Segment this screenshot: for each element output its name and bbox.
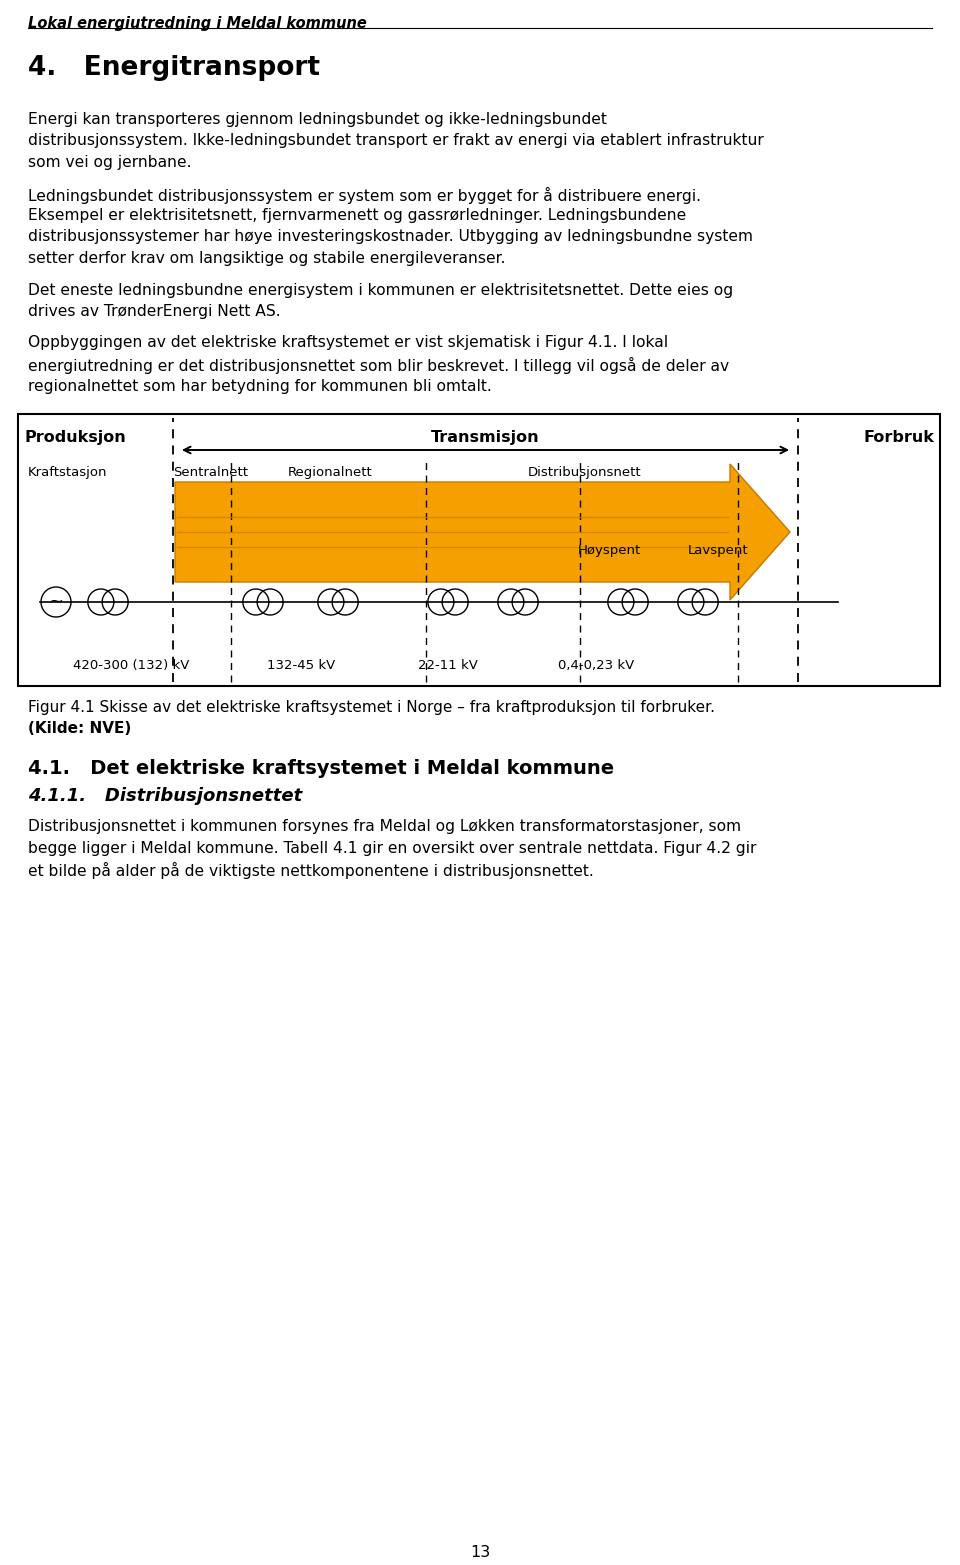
Text: som vei og jernbane.: som vei og jernbane. <box>28 155 191 171</box>
Text: Forbruk: Forbruk <box>863 430 934 444</box>
Text: Figur 4.1 Skisse av det elektriske kraftsystemet i Norge – fra kraftproduksjon t: Figur 4.1 Skisse av det elektriske kraft… <box>28 700 715 715</box>
Text: 22-11 kV: 22-11 kV <box>418 659 478 671</box>
Text: Transmisjon: Transmisjon <box>431 430 540 444</box>
Text: Sentralnett: Sentralnett <box>173 466 248 479</box>
Text: et bilde på alder på de viktigste nettkomponentene i distribusjonsnettet.: et bilde på alder på de viktigste nettko… <box>28 862 593 880</box>
Bar <box>18 415 940 685</box>
Text: Eksempel er elektrisitetsnett, fjernvarmenett og gassrørledninger. Ledningsbunde: Eksempel er elektrisitetsnett, fjernvarm… <box>28 208 686 222</box>
Text: 4.   Energitransport: 4. Energitransport <box>28 55 320 81</box>
Text: energiutredning er det distribusjonsnettet som blir beskrevet. I tillegg vil ogs: energiutredning er det distribusjonsnett… <box>28 357 730 374</box>
Text: 132-45 kV: 132-45 kV <box>267 659 335 671</box>
Text: ~: ~ <box>49 593 63 610</box>
Text: Lokal energiutredning i Meldal kommune: Lokal energiutredning i Meldal kommune <box>28 16 367 31</box>
Text: Regionalnett: Regionalnett <box>288 466 372 479</box>
Text: Oppbyggingen av det elektriske kraftsystemet er vist skjematisk i Figur 4.1. I l: Oppbyggingen av det elektriske kraftsyst… <box>28 335 668 351</box>
Text: 4.1.1.   Distribusjonsnettet: 4.1.1. Distribusjonsnettet <box>28 787 302 804</box>
Text: Energi kan transporteres gjennom ledningsbundet og ikke-ledningsbundet: Energi kan transporteres gjennom ledning… <box>28 113 607 127</box>
Text: (Kilde: NVE): (Kilde: NVE) <box>28 721 132 736</box>
Text: setter derfor krav om langsiktige og stabile energileveranser.: setter derfor krav om langsiktige og sta… <box>28 250 506 266</box>
Text: distribusjonssystemer har høye investeringskostnader. Utbygging av ledningsbundn: distribusjonssystemer har høye investeri… <box>28 230 753 244</box>
Text: Høyspent: Høyspent <box>578 545 641 557</box>
Text: begge ligger i Meldal kommune. Tabell 4.1 gir en oversikt over sentrale nettdata: begge ligger i Meldal kommune. Tabell 4.… <box>28 840 756 856</box>
Text: 0,4-0,23 kV: 0,4-0,23 kV <box>558 659 635 671</box>
Text: Kraftstasjon: Kraftstasjon <box>28 466 108 479</box>
Text: 420-300 (132) kV: 420-300 (132) kV <box>73 659 189 671</box>
Text: distribusjonssystem. Ikke-ledningsbundet transport er frakt av energi via etable: distribusjonssystem. Ikke-ledningsbundet… <box>28 133 764 149</box>
Text: Lavspent: Lavspent <box>688 545 749 557</box>
Text: Distribusjonsnettet i kommunen forsynes fra Meldal og Løkken transformatorstasjo: Distribusjonsnettet i kommunen forsynes … <box>28 818 741 834</box>
Text: 13: 13 <box>469 1545 491 1560</box>
Text: drives av TrønderEnergi Nett AS.: drives av TrønderEnergi Nett AS. <box>28 304 280 319</box>
Text: 4.1.   Det elektriske kraftsystemet i Meldal kommune: 4.1. Det elektriske kraftsystemet i Meld… <box>28 759 614 778</box>
Polygon shape <box>175 463 790 599</box>
Text: Produksjon: Produksjon <box>24 430 126 444</box>
Text: Det eneste ledningsbundne energisystem i kommunen er elektrisitetsnettet. Dette : Det eneste ledningsbundne energisystem i… <box>28 283 733 297</box>
Text: Distribusjonsnett: Distribusjonsnett <box>528 466 641 479</box>
Text: Ledningsbundet distribusjonssystem er system som er bygget for å distribuere ene: Ledningsbundet distribusjonssystem er sy… <box>28 186 701 203</box>
Text: regionalnettet som har betydning for kommunen bli omtalt.: regionalnettet som har betydning for kom… <box>28 379 492 393</box>
